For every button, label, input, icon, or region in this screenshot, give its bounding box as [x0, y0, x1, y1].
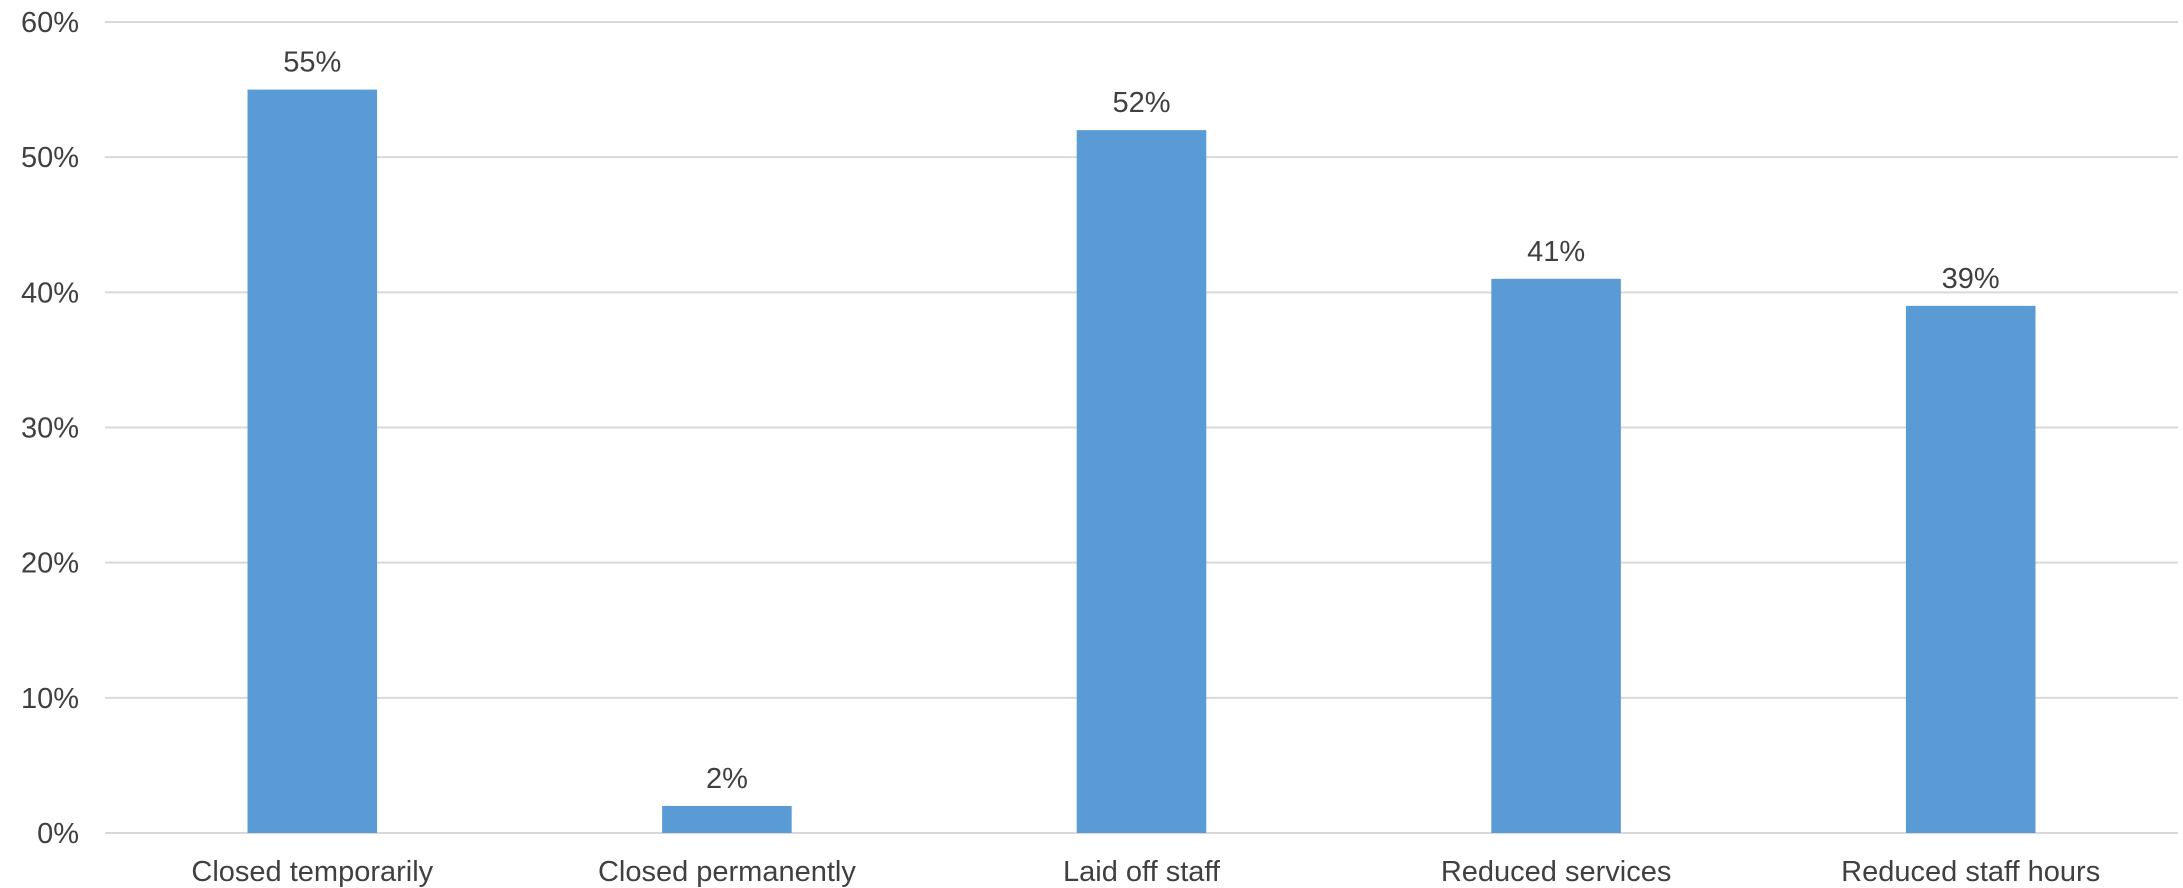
y-tick-label: 30%: [21, 413, 79, 445]
data-label: 39%: [1942, 263, 2000, 295]
category-label: Closed permanently: [598, 856, 856, 888]
x-axis-category-labels: Closed temporarily Closed permanently Laid…: [191, 856, 2100, 888]
y-tick-label: 40%: [21, 277, 79, 309]
bar: [1076, 130, 1207, 834]
category-label: Reduced staff hours: [1841, 856, 2100, 888]
category-label: Reduced services: [1441, 856, 1672, 888]
y-tick-label: 50%: [21, 142, 79, 174]
data-label: 52%: [1112, 87, 1170, 119]
bars: [247, 89, 2036, 834]
data-label: 55%: [283, 47, 341, 79]
data-labels: 55% 2% 52% 41% 39%: [283, 47, 1999, 795]
bar: [662, 805, 792, 833]
y-tick-label: 20%: [21, 548, 79, 580]
y-tick-label: 10%: [21, 683, 79, 715]
data-label: 2%: [706, 763, 748, 795]
bar: [1905, 305, 2036, 834]
y-axis-tick-labels: 0% 10% 20% 30% 40% 50% 60%: [21, 7, 79, 850]
y-tick-label: 60%: [21, 7, 79, 39]
y-tick-label: 0%: [37, 818, 79, 850]
bar: [1491, 278, 1621, 834]
category-label: Laid off staff: [1063, 856, 1221, 888]
data-label: 41%: [1527, 236, 1585, 268]
bar: [247, 89, 378, 834]
category-label: Closed temporarily: [191, 856, 433, 888]
